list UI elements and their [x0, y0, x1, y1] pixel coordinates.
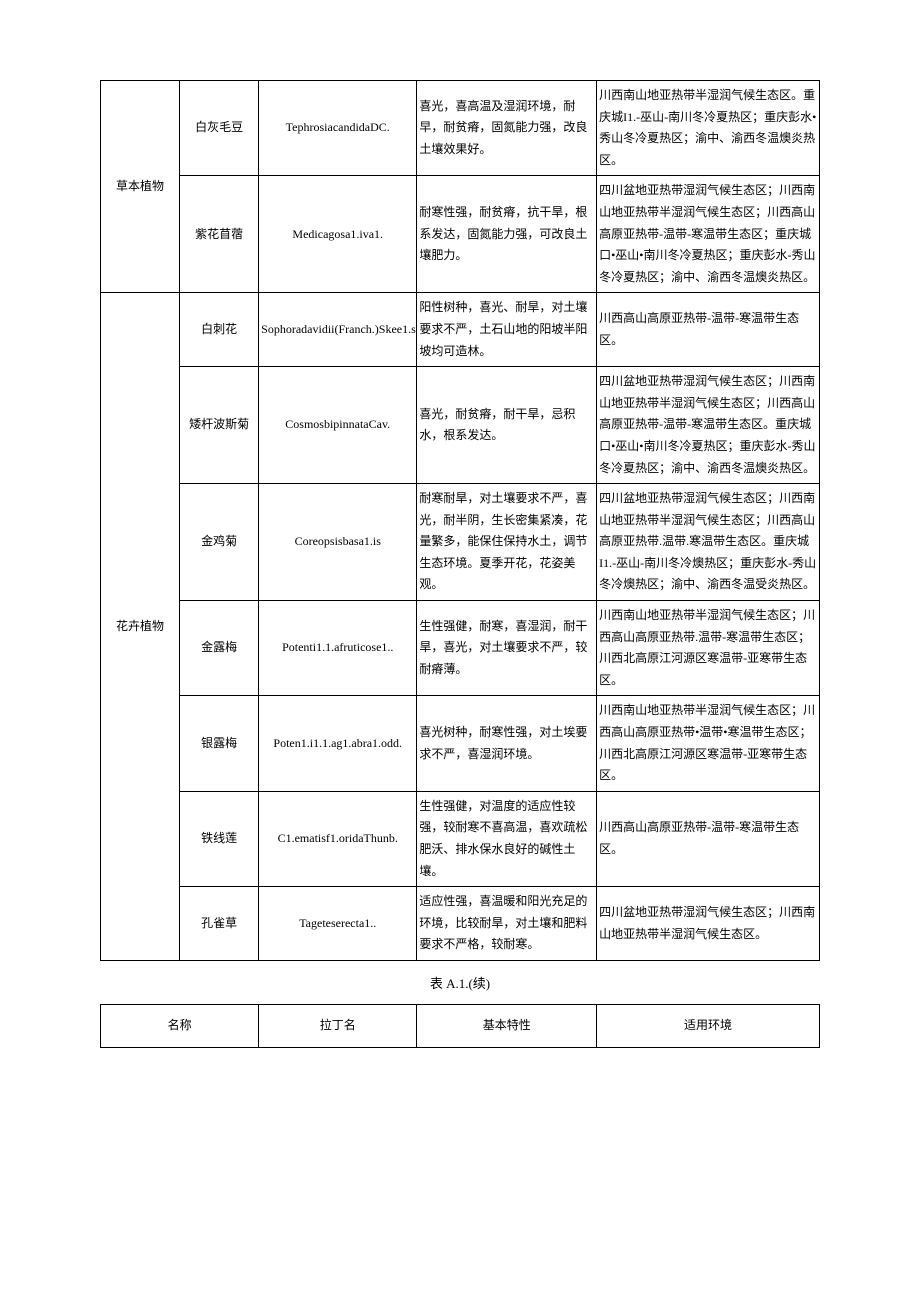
latin-name-cell: Poten1.i1.1.ag1.abra1.odd. [259, 696, 417, 791]
latin-name-cell: Tageteserecta1.. [259, 887, 417, 961]
table-row: 草本植物白灰毛豆TephrosiacandidaDC.喜光，喜高温及湿润环境，耐… [101, 81, 820, 176]
latin-name-cell: Sophoradavidii(Franch.)Skee1.s [259, 293, 417, 367]
table-row: 紫花苜蓿Medicagosa1.iva1.耐寒性强，耐贫瘠，抗干旱，根系发达，固… [101, 176, 820, 293]
plant-name-cell: 白灰毛豆 [180, 81, 259, 176]
plant-name-cell: 白刺花 [180, 293, 259, 367]
traits-cell: 喜光树种，耐寒性强，对土埃要求不严，喜湿润环境。 [417, 696, 597, 791]
header-name: 名称 [101, 1004, 259, 1047]
latin-name-cell: TephrosiacandidaDC. [259, 81, 417, 176]
latin-name-cell: Potenti1.1.afruticose1.. [259, 601, 417, 696]
traits-cell: 适应性强，喜温暖和阳光充足的环境，比较耐旱，对土壤和肥料要求不严格，较耐寒。 [417, 887, 597, 961]
plant-name-cell: 孔雀草 [180, 887, 259, 961]
table-row: 铁线莲C1.ematisf1.oridaThunb.生性强健，对温度的适应性较强… [101, 791, 820, 886]
latin-name-cell: Medicagosa1.iva1. [259, 176, 417, 293]
environment-cell: 川西高山高原亚热带-温带-寒温带生态区。 [597, 791, 820, 886]
category-cell: 花卉植物 [101, 293, 180, 961]
table-row: 金鸡菊Coreopsisbasa1.is耐寒耐旱，对土壤要求不严，喜光，耐半阴，… [101, 484, 820, 601]
environment-cell: 四川盆地亚热带湿润气候生态区；川西南山地亚热带半湿润气候生态区；川西高山高原亚热… [597, 176, 820, 293]
plant-name-cell: 紫花苜蓿 [180, 176, 259, 293]
header-traits: 基本特性 [417, 1004, 597, 1047]
table-row: 银露梅Poten1.i1.1.ag1.abra1.odd.喜光树种，耐寒性强，对… [101, 696, 820, 791]
table-row: 金露梅Potenti1.1.afruticose1..生性强健，耐寒，喜湿润，耐… [101, 601, 820, 696]
plant-name-cell: 金鸡菊 [180, 484, 259, 601]
traits-cell: 生性强健，对温度的适应性较强，较耐寒不喜高温，喜欢疏松肥沃、排水保水良好的碱性土… [417, 791, 597, 886]
environment-cell: 四川盆地亚热带湿润气候生态区；川西南山地亚热带半湿润气候生态区；川西高山高原亚热… [597, 484, 820, 601]
plant-table-main: 草本植物白灰毛豆TephrosiacandidaDC.喜光，喜高温及湿润环境，耐… [100, 80, 820, 961]
table-caption: 表 A.1.(续) [100, 973, 820, 992]
category-cell: 草本植物 [101, 81, 180, 293]
environment-cell: 川西南山地亚热带半湿润气候生态区；川西高山高原亚热带•温带•寒温带生态区；川西北… [597, 696, 820, 791]
environment-cell: 四川盆地亚热带湿润气候生态区；川西南山地亚热带半湿润气候生态区。 [597, 887, 820, 961]
table-row: 孔雀草Tageteserecta1..适应性强，喜温暖和阳光充足的环境，比较耐旱… [101, 887, 820, 961]
header-latin: 拉丁名 [259, 1004, 417, 1047]
table-row: 花卉植物白刺花Sophoradavidii(Franch.)Skee1.s阳性树… [101, 293, 820, 367]
environment-cell: 川西南山地亚热带半湿润气候生态区。重庆城I1.-巫山-南川冬冷夏热区；重庆彭水•… [597, 81, 820, 176]
environment-cell: 川西南山地亚热带半湿润气候生态区；川西高山高原亚热带.温带-寒温带生态区；川西北… [597, 601, 820, 696]
traits-cell: 耐寒耐旱，对土壤要求不严，喜光，耐半阴，生长密集紧凑，花量繁多，能保住保持水土，… [417, 484, 597, 601]
traits-cell: 耐寒性强，耐贫瘠，抗干旱，根系发达，固氮能力强，可改良土壤肥力。 [417, 176, 597, 293]
traits-cell: 生性强健，耐寒，喜湿润，耐干旱，喜光，对土壤要求不严，较耐瘠薄。 [417, 601, 597, 696]
traits-cell: 喜光，喜高温及湿润环境，耐早，耐贫瘠，固氮能力强，改良土壤效果好。 [417, 81, 597, 176]
table-header-row: 名称 拉丁名 基本特性 适用环境 [101, 1004, 820, 1047]
plant-table-header: 名称 拉丁名 基本特性 适用环境 [100, 1004, 820, 1048]
traits-cell: 喜光，耐贫瘠，耐干旱，忌积水，根系发达。 [417, 367, 597, 484]
traits-cell: 阳性树种，喜光、耐旱，对土壤要求不严，土石山地的阳坡半阳坡均可造林。 [417, 293, 597, 367]
plant-name-cell: 铁线莲 [180, 791, 259, 886]
environment-cell: 川西高山高原亚热带-温带-寒温带生态区。 [597, 293, 820, 367]
header-env: 适用环境 [597, 1004, 820, 1047]
table-row: 矮杆波斯菊CosmosbipinnataCav.喜光，耐贫瘠，耐干旱，忌积水，根… [101, 367, 820, 484]
latin-name-cell: CosmosbipinnataCav. [259, 367, 417, 484]
plant-name-cell: 银露梅 [180, 696, 259, 791]
plant-name-cell: 矮杆波斯菊 [180, 367, 259, 484]
plant-name-cell: 金露梅 [180, 601, 259, 696]
latin-name-cell: Coreopsisbasa1.is [259, 484, 417, 601]
latin-name-cell: C1.ematisf1.oridaThunb. [259, 791, 417, 886]
environment-cell: 四川盆地亚热带湿润气候生态区；川西南山地亚热带半湿润气候生态区；川西高山高原亚热… [597, 367, 820, 484]
